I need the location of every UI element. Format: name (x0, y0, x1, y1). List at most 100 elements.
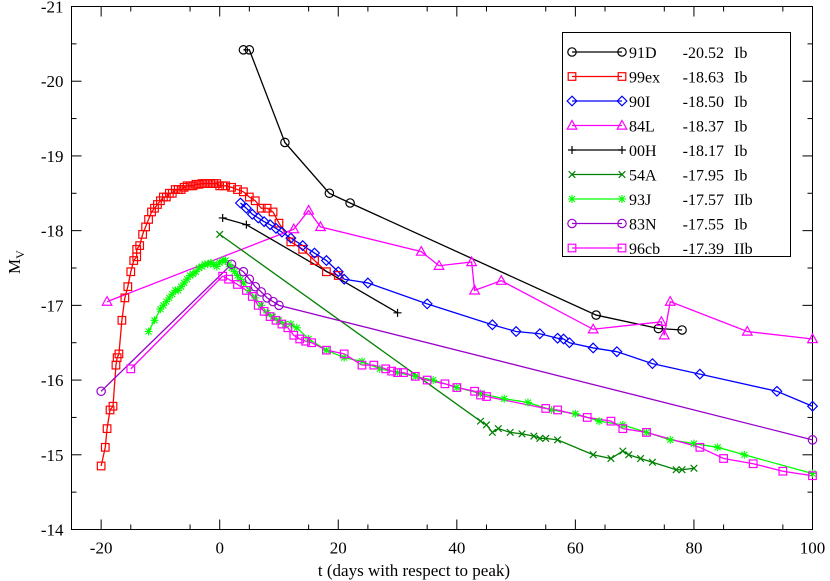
legend-marker-96cb (617, 243, 627, 253)
legend-name: 54A (629, 168, 657, 185)
legend-mag: -17.39 (683, 241, 724, 258)
legend-name: 00H (629, 143, 657, 160)
x-tick-label: 20 (330, 539, 347, 558)
data-point-93J (156, 305, 165, 314)
data-point-93J (194, 264, 203, 272)
data-point-93J (168, 290, 177, 299)
data-point-96cb (618, 424, 628, 434)
data-point-83N (238, 266, 249, 277)
data-point-54A (506, 428, 514, 437)
data-point-83N (244, 274, 255, 285)
data-point-90I (646, 357, 659, 370)
data-point-83N (274, 300, 284, 311)
data-point-99ex (179, 182, 189, 192)
legend-type: IIb (734, 192, 753, 209)
data-point-91D (653, 323, 664, 334)
data-point-96cb (482, 392, 491, 401)
data-point-54A (625, 451, 633, 459)
data-point-93J (245, 286, 254, 295)
data-point-90I (258, 216, 270, 228)
data-point-99ex (100, 442, 110, 452)
data-point-54A (648, 458, 657, 466)
data-point-90I (320, 254, 333, 267)
data-point-84L (495, 274, 508, 285)
data-point-96cb (606, 416, 616, 426)
y-tick-label: -17 (41, 296, 64, 315)
data-point-90I (510, 325, 522, 338)
data-point-99ex (188, 181, 198, 191)
data-point-96cb (283, 323, 293, 333)
y-tick-label: -20 (41, 72, 64, 91)
data-point-54A (482, 421, 491, 429)
data-point-99ex (333, 271, 343, 280)
data-point-93J (180, 278, 189, 287)
data-point-90I (285, 232, 297, 244)
data-point-93J (375, 364, 384, 373)
data-point-84L (302, 204, 315, 215)
data-point-54A (690, 464, 698, 472)
data-point-91D (677, 325, 687, 335)
data-point-54A (619, 447, 627, 455)
legend-name: 99ex (629, 70, 660, 87)
data-point-96cb (748, 459, 758, 469)
legend-marker-90I (616, 95, 628, 107)
data-point-93J (666, 435, 675, 444)
data-point-96cb (301, 336, 311, 346)
data-point-93J (236, 275, 245, 284)
data-point-96cb (381, 364, 391, 374)
data-point-93J (808, 469, 817, 478)
legend-marker-54A (568, 170, 576, 179)
data-point-00H (393, 308, 402, 317)
data-point-99ex (135, 241, 145, 250)
legend-type: IIb (734, 241, 753, 258)
legend-type: Ib (734, 45, 747, 62)
legend-marker-93J (568, 195, 576, 203)
series-markers (96, 45, 819, 481)
data-point-99ex (233, 185, 242, 194)
data-point-83N (96, 386, 106, 397)
data-point-90I (771, 385, 783, 397)
x-tick-label: 80 (685, 539, 702, 558)
data-point-93J (251, 293, 260, 302)
data-point-84L (415, 245, 428, 256)
data-point-93J (292, 323, 301, 332)
data-point-96cb (399, 368, 408, 377)
data-point-93J (547, 405, 556, 414)
data-point-90I (534, 328, 546, 340)
legend-marker-99ex (567, 72, 577, 81)
y-axis-label-main: M (5, 259, 24, 274)
x-tick-label: 60 (567, 539, 584, 558)
data-point-96cb (387, 366, 397, 376)
data-point-90I (234, 197, 247, 209)
data-point-99ex (239, 187, 248, 197)
data-point-93J (174, 286, 183, 295)
series-line-91D (243, 49, 683, 331)
data-point-93J (186, 271, 195, 280)
legend-marker-00H (618, 146, 626, 154)
legend-type: Ib (734, 70, 747, 87)
x-tick-label: 40 (448, 539, 465, 558)
series-line-54A (219, 233, 695, 471)
data-point-99ex (117, 315, 127, 325)
data-point-93J (150, 316, 159, 325)
data-point-54A (518, 430, 526, 438)
data-point-96cb (233, 280, 242, 289)
data-point-96cb (295, 334, 305, 344)
legend-marker-93J (618, 195, 626, 203)
data-point-93J (500, 394, 509, 403)
data-point-93J (642, 428, 651, 437)
data-point-54A (215, 230, 224, 239)
data-point-83N (256, 287, 266, 297)
data-point-54A (607, 454, 615, 463)
data-point-84L (741, 325, 754, 336)
legend-marker-84L (566, 119, 578, 130)
data-point-99ex (227, 182, 236, 192)
legend-mag: -17.95 (683, 168, 724, 185)
x-tick-label: -20 (90, 539, 113, 558)
data-point-54A (672, 466, 680, 474)
data-point-90I (694, 368, 706, 380)
data-point-96cb (393, 368, 402, 377)
data-point-96cb (695, 442, 705, 452)
data-point-96cb (247, 291, 257, 301)
